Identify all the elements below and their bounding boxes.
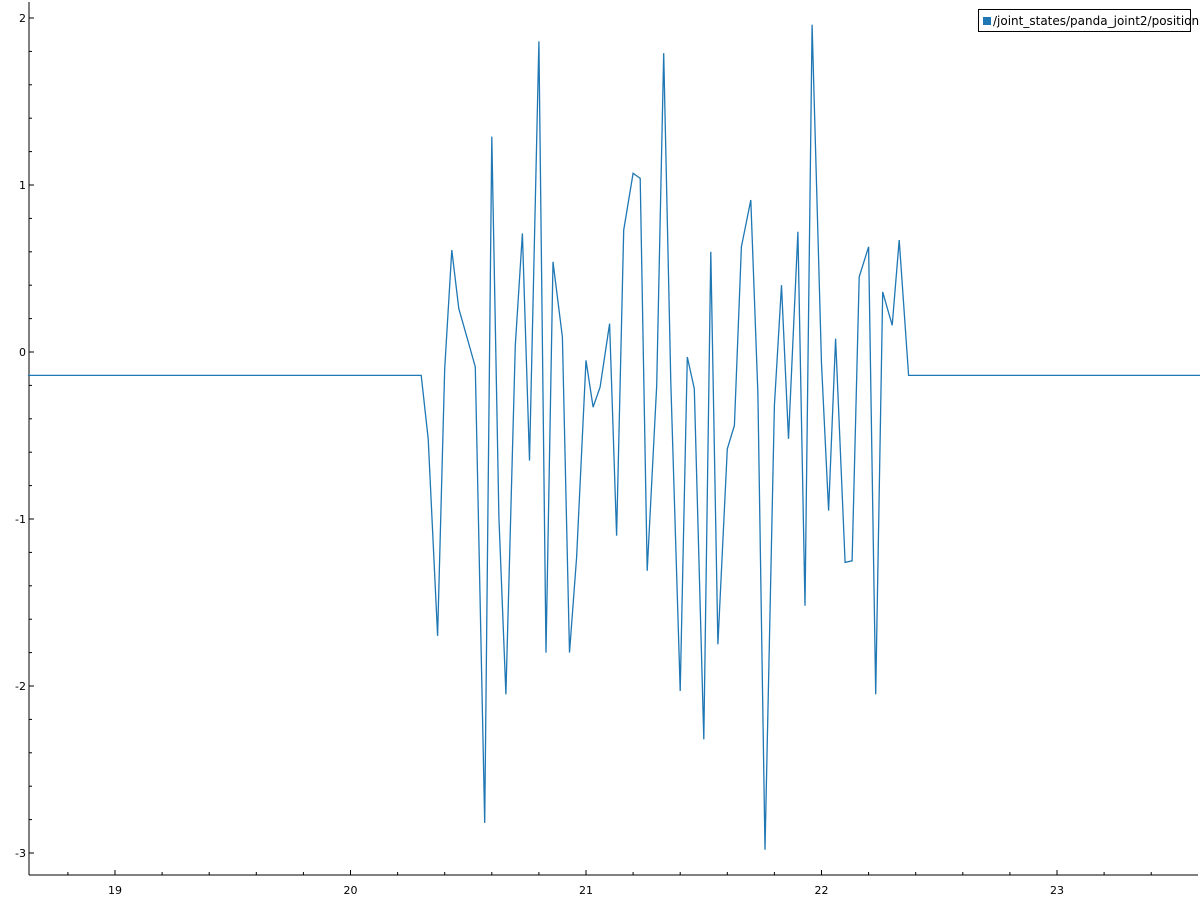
y-tick-label: 2 <box>19 12 26 25</box>
legend: /joint_states/panda_joint2/position <box>978 9 1199 32</box>
x-tick-label: 19 <box>108 884 122 897</box>
x-tick-label: 22 <box>815 884 829 897</box>
legend-swatch <box>983 16 991 25</box>
series-line <box>27 24 1200 850</box>
x-tick-label: 23 <box>1050 884 1064 897</box>
y-tick-label: 1 <box>19 179 26 192</box>
x-tick-label: 21 <box>579 884 593 897</box>
x-tick-label: 20 <box>344 884 358 897</box>
y-tick-label: -1 <box>15 513 26 526</box>
y-tick-label: 0 <box>19 346 26 359</box>
y-tick-label: -2 <box>15 680 26 693</box>
legend-label: /joint_states/panda_joint2/position <box>993 13 1200 28</box>
y-tick-label: -3 <box>15 847 26 860</box>
